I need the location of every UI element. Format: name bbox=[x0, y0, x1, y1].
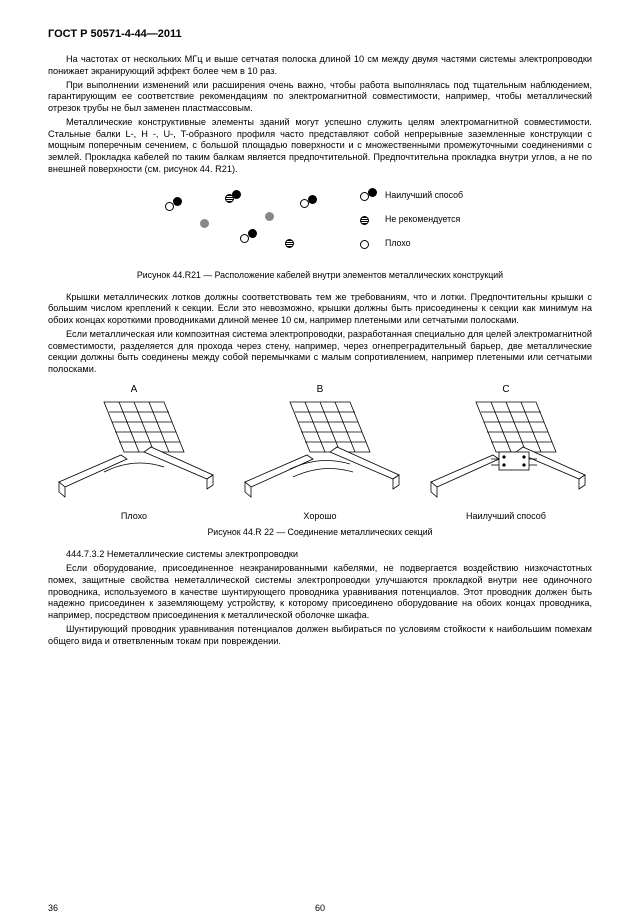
figure-r22: A Плохо bbox=[48, 384, 592, 521]
figure-r22-sub-a: A Плохо bbox=[48, 384, 220, 521]
para-4: Крышки металлических лотков должны соотв… bbox=[48, 292, 592, 327]
dot-gray bbox=[265, 212, 274, 221]
page-number-left: 36 bbox=[48, 903, 58, 913]
standard-header: ГОСТ Р 50571-4-44—2011 bbox=[48, 28, 592, 40]
dot-solid bbox=[248, 229, 257, 238]
para-5: Если металлическая или композитная систе… bbox=[48, 329, 592, 376]
figure-r22-bot-b: Хорошо bbox=[303, 511, 336, 521]
para-7: Шунтирующий проводник уравнивания потенц… bbox=[48, 624, 592, 648]
page-number-center: 60 bbox=[315, 903, 325, 913]
para-6: Если оборудование, присоединенное неэкра… bbox=[48, 563, 592, 622]
figure-r22-svg-a bbox=[49, 397, 219, 507]
dot-gray bbox=[200, 219, 209, 228]
dot-hatch bbox=[285, 239, 294, 248]
legend-best-dot bbox=[368, 188, 377, 197]
figure-r21-caption: Рисунок 44.R21 — Расположение кабелей вн… bbox=[48, 270, 592, 280]
legend-bad-label: Плохо bbox=[385, 238, 411, 248]
legend-bad-icon bbox=[360, 240, 369, 249]
legend-notrec-icon bbox=[360, 216, 369, 225]
figure-r22-svg-c bbox=[421, 397, 591, 507]
section-444-7-3-2: 444.7.3.2 Неметаллические системы электр… bbox=[48, 549, 592, 559]
figure-r22-label-b: B bbox=[317, 384, 324, 395]
figure-r22-sub-b: B Хорошо bbox=[234, 384, 406, 521]
legend-notrec-label: Не рекомендуется bbox=[385, 214, 460, 224]
figure-r22-caption: Рисунок 44.R 22 — Соединение металлическ… bbox=[48, 527, 592, 537]
page: ГОСТ Р 50571-4-44—2011 На частотах от не… bbox=[0, 0, 630, 913]
dot-solid bbox=[308, 195, 317, 204]
figure-r22-svg-b bbox=[235, 397, 405, 507]
para-2: При выполнении изменений или расширения … bbox=[48, 80, 592, 115]
figure-r22-label-a: A bbox=[131, 384, 138, 395]
figure-r22-sub-c: C bbox=[420, 384, 592, 521]
figure-r22-label-c: C bbox=[502, 384, 509, 395]
legend-best-label: Наилучший способ bbox=[385, 190, 463, 200]
figure-r22-bot-a: Плохо bbox=[121, 511, 147, 521]
dot-solid bbox=[232, 190, 241, 199]
para-3: Металлические конструктивные элементы зд… bbox=[48, 117, 592, 176]
figure-r21: Наилучший способ Не рекомендуется Плохо bbox=[145, 184, 495, 264]
para-1: На частотах от нескольких МГц и выше сет… bbox=[48, 54, 592, 78]
dot-solid bbox=[173, 197, 182, 206]
figure-r22-bot-c: Наилучший способ bbox=[466, 511, 546, 521]
